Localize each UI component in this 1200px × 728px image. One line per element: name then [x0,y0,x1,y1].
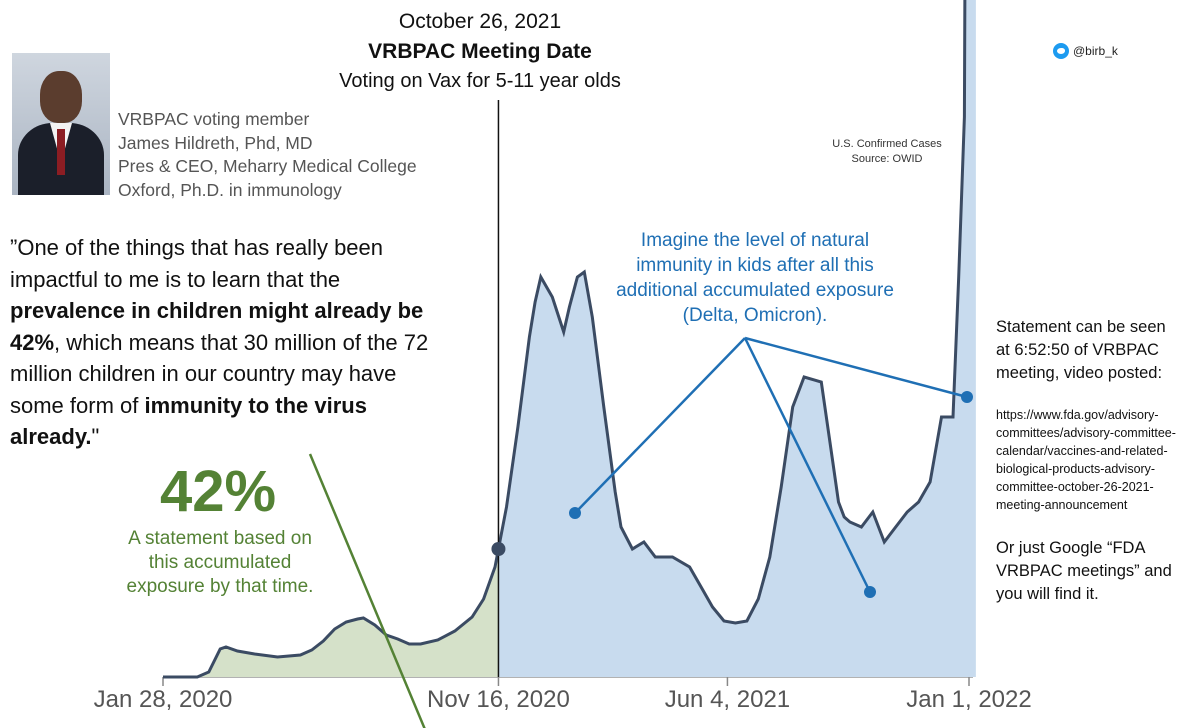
member-line: Oxford, Ph.D. in immunology [118,179,342,200]
chart-title: VRBPAC Meeting Date [368,40,592,63]
statement-note: Statement can be seen at 6:52:50 of VRBP… [996,318,1166,382]
blue-pointer-dot [961,391,973,403]
x-tick-label: Jan 1, 2022 [906,686,1032,713]
blue-pointer-line [574,337,746,514]
cases-series-line [163,0,967,679]
quote-bold-prevalence: prevalence in children might already be … [10,298,424,355]
twitter-handle-text: @birb_k [1073,44,1118,58]
quote-text: ”One of the things that has really been … [10,235,429,450]
meeting-date: October 26, 2021 [398,10,562,33]
member-line: Pres & CEO, Meharry Medical College [118,156,417,176]
annotation-lines [308,336,973,728]
chart-subtitle: Voting on Vax for 5-11 year olds [339,70,621,92]
fda-url: https://www.fda.gov/advisory- committees… [996,408,1176,512]
big-stat: 42% [160,459,277,524]
x-tick-label: Nov 16, 2020 [427,686,570,713]
blue-caption: Imagine the level of natural immunity in… [616,230,894,326]
portrait-photo [12,53,110,195]
area-post-meeting [498,0,976,677]
blue-pointer-line [743,337,872,593]
green-caption: A statement based on this accumulated ex… [126,528,314,597]
meeting-date-marker [491,542,506,556]
twitter-handle: @birb_k [1053,43,1118,59]
blue-pointer-dot [864,586,876,598]
member-line: VRBPAC voting member [118,109,310,129]
x-tick-label: Jan 28, 2020 [93,686,233,713]
green-pointer-line [308,453,426,728]
x-tick-label: Jun 4, 2021 [664,686,791,713]
member-info: VRBPAC voting member James Hildreth, Phd… [118,108,417,202]
quote-bold-immunity: immunity to the virus already. [10,392,367,450]
source-note: U.S. Confirmed Cases Source: OWID [832,138,942,165]
blue-pointer-line [744,336,968,399]
blue-pointer-dot [569,507,581,519]
twitter-bird-icon [1053,43,1069,59]
member-line: James Hildreth, Phd, MD [118,132,313,153]
google-note: Or just Google “FDA VRBPAC meetings” and… [996,539,1172,603]
